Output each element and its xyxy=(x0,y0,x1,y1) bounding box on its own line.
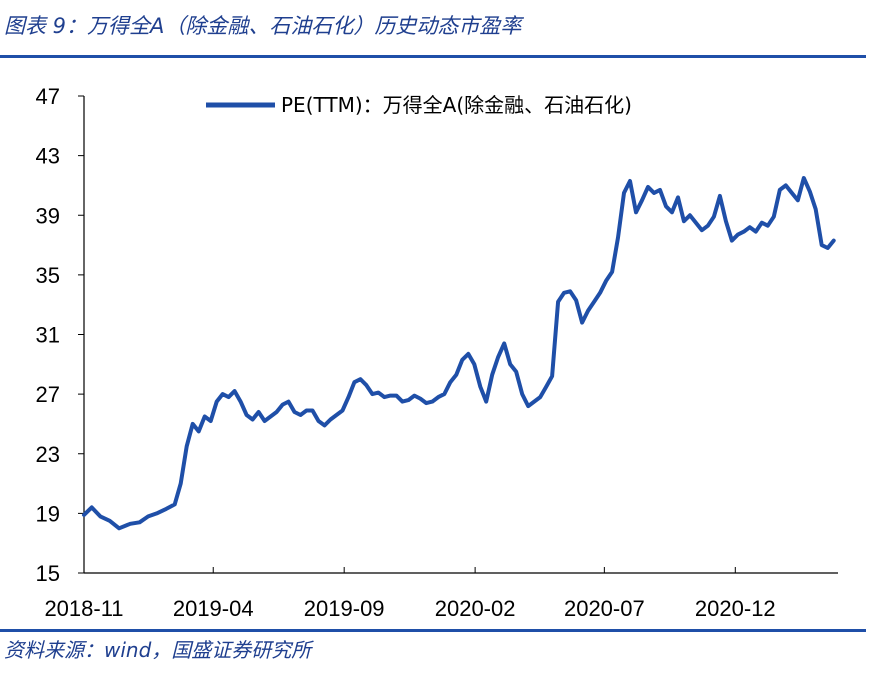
x-tick-label: 2020-12 xyxy=(695,596,776,621)
figure-title: 图表 9：万得全A（除金融、石油石化）历史动态市盈率 xyxy=(4,14,522,38)
y-tick-label: 43 xyxy=(36,144,60,169)
x-tick-label: 2018-11 xyxy=(44,596,123,621)
y-tick-label: 19 xyxy=(36,501,60,526)
y-tick-label: 31 xyxy=(36,323,60,348)
y-ticks: 47 43 39 35 31 27 23 19 15 xyxy=(36,84,84,586)
y-tick-label: 23 xyxy=(36,442,60,467)
legend: PE(TTM)：万得全A(除金融、石油石化) xyxy=(206,93,632,117)
y-tick-label: 39 xyxy=(36,203,60,228)
x-tick-label: 2020-02 xyxy=(435,596,516,621)
legend-label: PE(TTM)：万得全A(除金融、石油石化) xyxy=(281,93,632,117)
y-tick-label: 47 xyxy=(36,84,60,109)
pe-line-chart: 47 43 39 35 31 27 23 19 15 2018-11 2019-04 2019-09… xyxy=(36,84,838,621)
series-group xyxy=(82,176,836,531)
y-tick-label: 15 xyxy=(36,561,60,586)
x-tick-label: 2020-07 xyxy=(564,596,645,621)
source-note: 资料来源：wind，国盛证券研究所 xyxy=(4,638,312,662)
x-tick-label: 2019-09 xyxy=(304,596,385,621)
y-tick-label: 35 xyxy=(36,263,60,288)
top-rule xyxy=(0,55,866,58)
series-line xyxy=(82,176,836,531)
x-tick-label: 2019-04 xyxy=(173,596,254,621)
x-ticks: 2018-11 2019-04 2019-09 2020-02 2020-07 2020-… xyxy=(44,567,776,621)
y-tick-label: 27 xyxy=(36,382,60,407)
bottom-rule xyxy=(0,629,866,632)
axes xyxy=(83,96,838,574)
